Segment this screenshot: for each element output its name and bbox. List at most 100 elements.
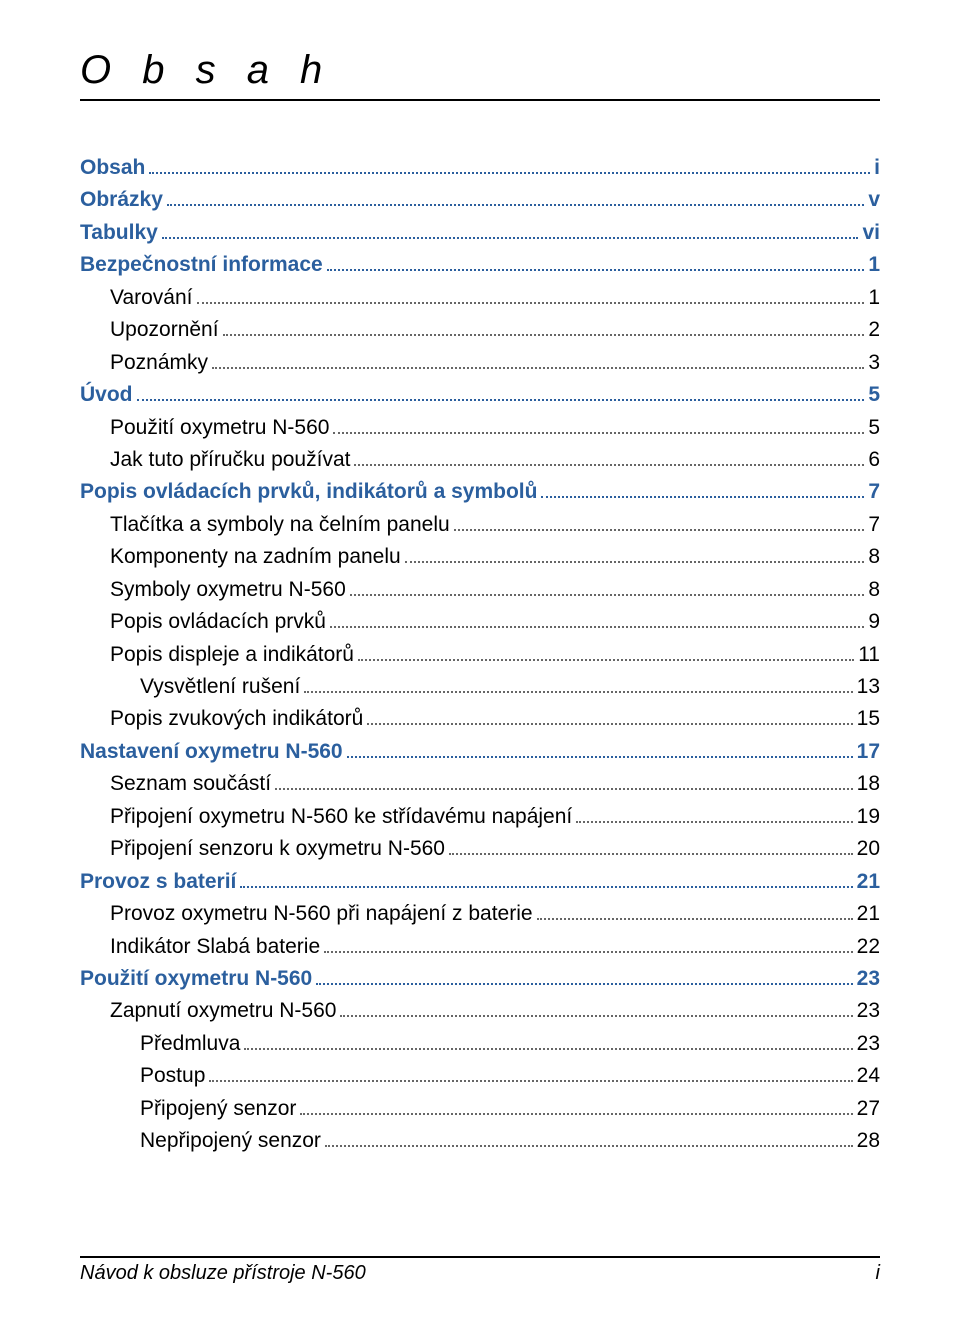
- toc-entry: Symboly oxymetru N-560 8: [80, 575, 880, 605]
- toc-entry-page: 1: [868, 283, 880, 313]
- toc-entry: Nastavení oxymetru N-560 17: [80, 737, 880, 767]
- toc-entry-label: Předmluva: [140, 1029, 240, 1059]
- toc-dots-leader: [223, 334, 865, 336]
- toc-entry: Bezpečnostní informace 1: [80, 250, 880, 280]
- toc-entry: Seznam součástí18: [80, 769, 880, 799]
- toc-dots-leader: [327, 269, 865, 271]
- toc-entry-page: 1: [868, 250, 880, 280]
- toc-entry-page: 23: [857, 1029, 880, 1059]
- toc-entry: Poznámky3: [80, 348, 880, 378]
- toc-entry: Upozornění 2: [80, 315, 880, 345]
- toc-dots-leader: [576, 821, 852, 823]
- toc-dots-leader: [300, 1113, 852, 1115]
- toc-entry-label: Komponenty na zadním panelu: [110, 542, 401, 572]
- toc-dots-leader: [212, 367, 864, 369]
- toc-entry: Popis ovládacích prvků 9: [80, 607, 880, 637]
- toc-entry-page: vi: [862, 218, 880, 248]
- toc-entry-label: Úvod: [80, 380, 133, 410]
- toc-dots-leader: [162, 237, 859, 239]
- toc-entry-label: Provoz oxymetru N-560 při napájení z bat…: [110, 899, 533, 929]
- toc-entry-page: 5: [868, 380, 880, 410]
- toc-dots-leader: [324, 951, 853, 953]
- toc-dots-leader: [367, 723, 852, 725]
- toc-entry: Vysvětlení rušení13: [80, 672, 880, 702]
- toc-entry-page: 17: [857, 737, 880, 767]
- toc-dots-leader: [304, 691, 852, 693]
- footer: Návod k obsluze přístroje N-560 i: [80, 1256, 880, 1285]
- toc-entry-page: 8: [868, 575, 880, 605]
- toc-entry-label: Nepřipojený senzor: [140, 1126, 321, 1156]
- toc-entry-label: Jak tuto příručku používat: [110, 445, 350, 475]
- toc-entry-page: 21: [857, 867, 880, 897]
- toc-entry: Nepřipojený senzor28: [80, 1126, 880, 1156]
- toc-entry: Komponenty na zadním panelu 8: [80, 542, 880, 572]
- toc-entry-label: Postup: [140, 1061, 205, 1091]
- toc-entry-label: Nastavení oxymetru N-560: [80, 737, 343, 767]
- toc-entry: Popis displeje a indikátorů11: [80, 640, 880, 670]
- toc-entry: Obrázky v: [80, 185, 880, 215]
- toc-entry-page: 23: [857, 996, 880, 1026]
- toc-entry-label: Obsah: [80, 153, 145, 183]
- toc-entry-label: Popis ovládacích prvků: [110, 607, 326, 637]
- toc-entry-page: 20: [857, 834, 880, 864]
- toc-entry-page: i: [874, 153, 880, 183]
- toc-dots-leader: [167, 204, 864, 206]
- toc-entry: Indikátor Slabá baterie22: [80, 932, 880, 962]
- toc-entry-page: 8: [868, 542, 880, 572]
- toc-entry: Tabulky vi: [80, 218, 880, 248]
- toc-entry-label: Tabulky: [80, 218, 158, 248]
- toc-entry: Popis ovládacích prvků, indikátorů a sym…: [80, 477, 880, 507]
- toc-entry-label: Indikátor Slabá baterie: [110, 932, 320, 962]
- toc-entry: Postup 24: [80, 1061, 880, 1091]
- toc-entry: Připojení oxymetru N-560 ke střídavému n…: [80, 802, 880, 832]
- toc-entry: Použití oxymetru N-56023: [80, 964, 880, 994]
- toc-entry-page: 2: [868, 315, 880, 345]
- toc-entry-page: 27: [857, 1094, 880, 1124]
- toc-entry-label: Obrázky: [80, 185, 163, 215]
- toc-dots-leader: [244, 1048, 852, 1050]
- toc-dots-leader: [454, 529, 865, 531]
- toc-entry-page: 24: [857, 1061, 880, 1091]
- toc-entry-label: Popis ovládacích prvků, indikátorů a sym…: [80, 477, 537, 507]
- toc-dots-leader: [340, 1015, 852, 1017]
- toc-dots-leader: [149, 172, 870, 174]
- toc-entry: Připojení senzoru k oxymetru N-560 20: [80, 834, 880, 864]
- toc-dots-leader: [137, 399, 865, 401]
- page-title: O b s a h: [80, 48, 880, 101]
- toc-entry-page: 9: [868, 607, 880, 637]
- toc-dots-leader: [330, 626, 864, 628]
- toc-entry: Provoz oxymetru N-560 při napájení z bat…: [80, 899, 880, 929]
- toc-entry-label: Připojený senzor: [140, 1094, 296, 1124]
- toc-entry-label: Poznámky: [110, 348, 208, 378]
- toc-entry-label: Zapnutí oxymetru N-560: [110, 996, 336, 1026]
- toc-entry-label: Použití oxymetru N-560: [110, 413, 329, 443]
- toc-entry-page: v: [868, 185, 880, 215]
- toc-entry-page: 6: [868, 445, 880, 475]
- toc-dots-leader: [405, 561, 865, 563]
- toc-dots-leader: [209, 1080, 852, 1082]
- toc-entry-label: Připojení senzoru k oxymetru N-560: [110, 834, 445, 864]
- footer-left: Návod k obsluze přístroje N-560: [80, 1262, 366, 1285]
- toc-entry: Provoz s baterií21: [80, 867, 880, 897]
- toc-dots-leader: [537, 918, 853, 920]
- toc-entry: Připojený senzor 27: [80, 1094, 880, 1124]
- toc-entry-page: 19: [857, 802, 880, 832]
- toc-entry-label: Bezpečnostní informace: [80, 250, 323, 280]
- toc-dots-leader: [350, 594, 865, 596]
- toc-entry: Tlačítka a symboly na čelním panelu7: [80, 510, 880, 540]
- toc-entry: Popis zvukových indikátorů15: [80, 704, 880, 734]
- toc-entry-label: Varování: [110, 283, 193, 313]
- toc-entry-label: Tlačítka a symboly na čelním panelu: [110, 510, 450, 540]
- toc-dots-leader: [325, 1145, 853, 1147]
- toc-dots-leader: [347, 756, 853, 758]
- toc-dots-leader: [358, 659, 854, 661]
- toc-entry-label: Symboly oxymetru N-560: [110, 575, 346, 605]
- toc-entry-label: Upozornění: [110, 315, 219, 345]
- toc-entry-label: Seznam součástí: [110, 769, 271, 799]
- toc-entry-label: Popis displeje a indikátorů: [110, 640, 354, 670]
- toc-entry-label: Vysvětlení rušení: [140, 672, 300, 702]
- toc-entry-page: 5: [868, 413, 880, 443]
- toc-dots-leader: [275, 788, 853, 790]
- toc-entry-label: Použití oxymetru N-560: [80, 964, 312, 994]
- toc-entry: Jak tuto příručku používat 6: [80, 445, 880, 475]
